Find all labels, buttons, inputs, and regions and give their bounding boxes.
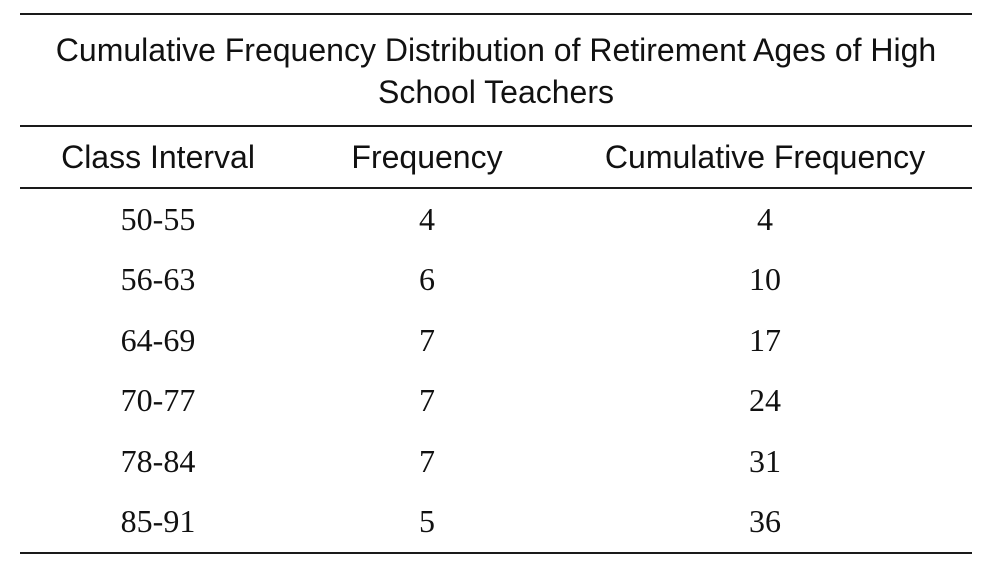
cell-class-interval: 56-63 [120, 261, 196, 298]
cell-frequency: 7 [419, 442, 435, 479]
cell-cumulative-frequency: 24 [749, 382, 781, 419]
column-header-class-interval: Class Interval [61, 138, 255, 175]
bottom-rule [20, 552, 972, 554]
table-row: 85-91 5 36 [20, 492, 972, 553]
cell-cumulative-frequency: 31 [749, 442, 781, 479]
table-row: 56-63 6 10 [20, 250, 972, 311]
column-header-frequency: Frequency [351, 138, 503, 175]
cell-cumulative-frequency: 10 [749, 261, 781, 298]
cell-class-interval: 85-91 [120, 503, 196, 540]
cell-cumulative-frequency: 36 [749, 503, 781, 540]
cell-frequency: 4 [419, 200, 435, 237]
table-row: 64-69 7 17 [20, 310, 972, 371]
column-header-cumulative-frequency: Cumulative Frequency [604, 138, 926, 175]
data-table: Class Interval Frequency Cumulative Freq… [20, 127, 972, 552]
cell-class-interval: 78-84 [120, 442, 196, 479]
cell-class-interval: 64-69 [120, 321, 196, 358]
cell-class-interval: 50-55 [120, 200, 196, 237]
cell-cumulative-frequency: 4 [757, 200, 773, 237]
cell-frequency: 7 [419, 382, 435, 419]
top-rule [20, 13, 972, 15]
cell-class-interval: 70-77 [120, 382, 196, 419]
title-rule [20, 125, 972, 127]
table-row: 50-55 4 4 [20, 189, 972, 250]
frequency-table: Cumulative Frequency Distribution of Ret… [20, 13, 972, 554]
table-title: Cumulative Frequency Distribution of Ret… [55, 32, 937, 110]
cell-frequency: 5 [419, 503, 435, 540]
cell-cumulative-frequency: 17 [749, 321, 781, 358]
header-row: Class Interval Frequency Cumulative Freq… [20, 127, 972, 188]
table-row: 78-84 7 31 [20, 431, 972, 492]
cell-frequency: 7 [419, 321, 435, 358]
table-row: 70-77 7 24 [20, 371, 972, 432]
cell-frequency: 6 [419, 261, 435, 298]
